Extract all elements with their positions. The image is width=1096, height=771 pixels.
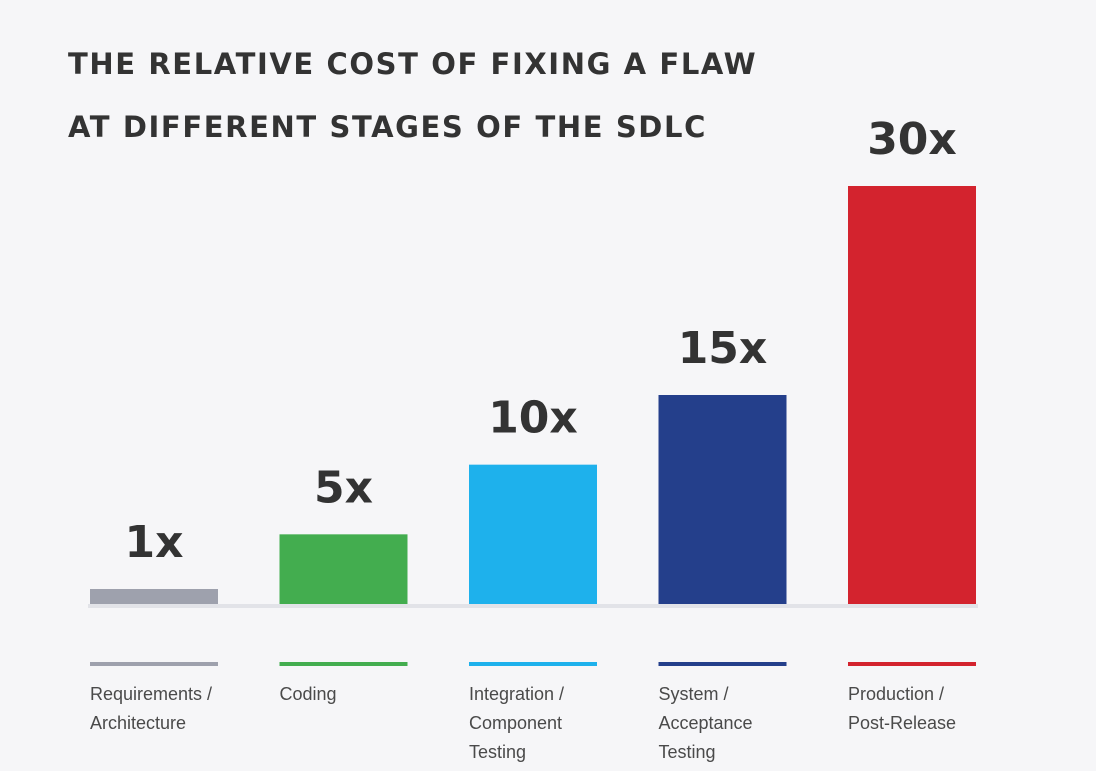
chart-baseline: [88, 604, 978, 608]
legend-line-4: [658, 662, 787, 666]
category-label-4: System / Acceptance Testing: [658, 684, 753, 762]
legend-line-2: [279, 662, 408, 666]
chart-title-line-2: AT DIFFERENT STAGES OF THE SDLC: [68, 110, 707, 144]
legend-line-1: [90, 662, 218, 666]
value-label-3: 10x: [488, 393, 578, 444]
bar-5: [848, 186, 976, 604]
bar-3: [469, 464, 597, 604]
value-label-2: 5x: [314, 462, 373, 513]
value-label-1: 1x: [125, 517, 184, 568]
category-label-3: Integration / Component Testing: [469, 684, 565, 762]
value-label-4: 15x: [678, 323, 768, 374]
bar-1: [90, 589, 218, 604]
chart-title-line-1: THE RELATIVE COST OF FIXING A FLAW: [68, 47, 758, 81]
bar-2: [279, 534, 408, 604]
bar-4: [658, 395, 787, 604]
legend-line-5: [848, 662, 976, 666]
category-label-5: Production / Post-Release: [848, 684, 957, 733]
value-label-5: 30x: [867, 114, 957, 165]
category-label-1: Requirements / Architecture: [90, 684, 213, 733]
category-label-2: Coding: [279, 684, 337, 704]
legend-line-3: [469, 662, 597, 666]
